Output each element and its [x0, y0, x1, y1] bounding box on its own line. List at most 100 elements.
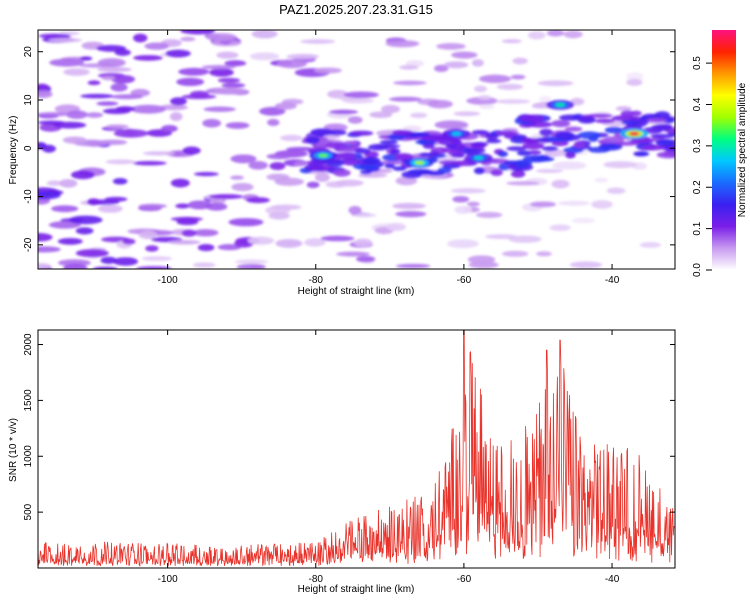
heatmap-cell	[516, 150, 532, 156]
heatmap-cell	[197, 244, 215, 252]
heatmap-cell	[349, 130, 374, 136]
heatmap-cell	[512, 134, 527, 140]
heatmap-cell	[336, 251, 370, 257]
heatmap-cell	[130, 104, 167, 114]
colorbar-gradient	[712, 30, 736, 270]
heatmap-cell	[234, 259, 269, 265]
heatmap-cell	[138, 203, 167, 209]
x-tick-label: -60	[457, 275, 472, 286]
heatmap-cell	[313, 67, 342, 74]
heatmap-cell	[133, 55, 163, 61]
x-tick-label: -40	[605, 574, 620, 585]
colorbar-tick-label: 0.1	[692, 221, 703, 235]
heatmap-cell	[66, 110, 88, 119]
heatmap-cell	[615, 106, 632, 112]
heatmap-cell	[38, 120, 65, 125]
heatmap-cell	[111, 74, 136, 84]
heatmap-cell	[42, 144, 56, 153]
colorbar-tick-label: 0.2	[692, 180, 703, 194]
heatmap-cell	[180, 36, 196, 42]
heatmap-cell	[529, 201, 557, 208]
heatmap-cell	[38, 191, 61, 200]
heatmap-cell	[615, 141, 639, 146]
heatmap-cell	[180, 30, 216, 35]
heatmap-cell	[246, 197, 270, 204]
heatmap-cell	[629, 131, 640, 136]
heatmap-cell	[367, 143, 389, 151]
heatmap-cell	[266, 153, 292, 160]
heatmap-cell	[410, 112, 428, 119]
y-tick-label: 1000	[23, 445, 34, 468]
y-tick-label: 0	[23, 145, 34, 151]
y-tick-label: 1500	[23, 389, 34, 412]
heatmap-cell	[451, 131, 462, 136]
heatmap-cell	[577, 131, 602, 140]
x-tick-label: -100	[158, 574, 178, 585]
heatmap-cell	[393, 80, 427, 86]
heatmap-cell	[97, 204, 123, 213]
heatmap-cell	[170, 97, 187, 106]
heatmap-cell	[358, 173, 388, 178]
heatmap-cell	[454, 205, 473, 214]
x-tick-label: -100	[158, 275, 178, 286]
heatmap-cell	[314, 173, 330, 182]
heatmap-cell	[51, 205, 79, 213]
heatmap-cell	[522, 142, 545, 150]
heatmap-cell	[385, 40, 420, 48]
heatmap-cell	[217, 77, 241, 83]
heatmap-cell	[515, 160, 529, 169]
heatmap-cell	[630, 110, 642, 117]
heatmap-cell	[555, 102, 566, 107]
heatmap-cell	[501, 39, 522, 44]
heatmap-cell	[523, 155, 549, 163]
spectrogram-frame	[37, 29, 676, 270]
heatmap-cell	[112, 257, 139, 266]
heatmap-cell	[325, 141, 346, 149]
heatmap-cell	[159, 104, 188, 111]
heatmap-cell	[48, 221, 82, 229]
heatmap-cell	[269, 162, 286, 171]
heatmap-cell	[236, 264, 267, 269]
heatmap-cell	[379, 140, 398, 145]
heatmap-cell	[68, 215, 103, 225]
heatmap-cell	[510, 74, 526, 80]
heatmap-cell	[641, 144, 664, 151]
heatmap-cell	[565, 151, 576, 159]
y-tick-label: 500	[23, 503, 34, 520]
heatmap-cell	[217, 244, 242, 251]
heatmap-cell	[161, 124, 178, 133]
heatmap-cell	[564, 126, 583, 132]
heatmap-cell	[333, 169, 351, 177]
heatmap-cell	[395, 176, 418, 186]
heatmap-cell	[518, 114, 544, 123]
heatmap-cell	[182, 146, 201, 155]
heatmap-cell	[97, 58, 126, 68]
y-tick-label: 10	[23, 94, 34, 106]
heatmap-cell	[249, 52, 280, 61]
x-tick-label: -80	[309, 574, 324, 585]
heatmap-cell	[247, 236, 275, 245]
colorbar-label: Normalized spectral amplitude	[737, 82, 748, 217]
heatmap-cell	[202, 118, 222, 128]
heatmap-cell	[122, 128, 137, 138]
heatmap-cell	[639, 242, 662, 248]
heatmap-cell	[203, 106, 236, 112]
heatmap-cell	[428, 151, 440, 157]
x-tick-label: -40	[605, 275, 620, 286]
heatmap-cell	[38, 90, 53, 99]
heatmap-cell	[470, 141, 489, 147]
heatmap-cell	[473, 85, 488, 93]
heatmap-cell	[485, 138, 502, 144]
heatmap-cell	[225, 122, 250, 129]
heatmap-cell	[473, 155, 484, 160]
heatmap-cell	[490, 169, 503, 176]
heatmap-cell	[606, 187, 626, 195]
heatmap-cell	[62, 136, 87, 144]
heatmap-cell	[392, 166, 407, 171]
heatmap-cell	[415, 140, 434, 145]
heatmap-cell	[276, 59, 308, 69]
heatmap-cell	[467, 201, 480, 207]
heatmap-cell	[97, 67, 132, 72]
heatmap-cell	[305, 136, 320, 144]
